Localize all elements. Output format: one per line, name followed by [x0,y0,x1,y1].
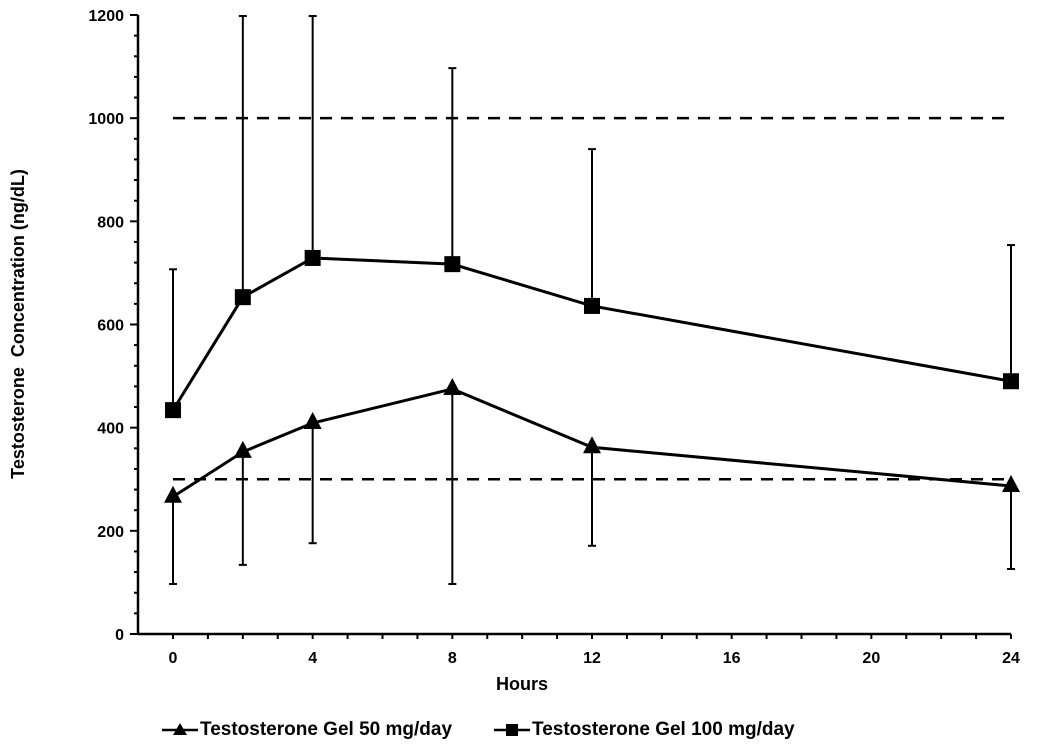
legend: Testosterone Gel 50 mg/day Testosterone … [162,716,837,744]
y-axis-title: Testosterone Concentration (ng/dL) [8,169,28,479]
y-tick-label: 600 [97,318,124,335]
square-marker [444,256,461,273]
triangle-marker [303,412,322,430]
series-lines [171,256,1012,499]
y-tick-label: 0 [115,627,124,644]
error-bars [169,15,1015,585]
y-tick-label: 1000 [88,111,124,128]
square-marker [584,297,600,314]
series-line-1 [172,387,1012,499]
x-tick-label: 12 [583,650,601,667]
legend-item-100mg[interactable]: Testosterone Gel 100 mg/day [494,719,795,741]
axes [130,14,1012,639]
y-tick-label: 400 [97,421,124,438]
triangle-marker [583,436,601,454]
x-tick-label: 4 [308,650,317,667]
chart: 0 200 400 600 800 1000 1200 0 4 8 12 16 20 24 Hours T… [8,8,1020,694]
triangle-marker [1002,474,1020,492]
square-marker-icon [494,724,531,736]
tick-labels: 0 200 400 600 800 1000 1200 0 4 8 12 16 20 24 [88,8,1020,667]
square-marker [304,249,321,266]
legend-label: Testosterone Gel 50 mg/day [200,719,453,740]
markers [164,249,1020,503]
y-tick-label: 200 [97,524,124,541]
legend-label: Testosterone Gel 100 mg/day [532,719,795,740]
x-axis-title: Hours [496,674,548,694]
triangle-marker [233,440,252,458]
y-tick-label: 1200 [88,8,124,25]
reference-lines [173,116,1011,481]
x-tick-label: 24 [1002,650,1020,667]
triangle-marker [164,485,182,503]
x-tick-label: 8 [448,650,457,667]
legend-item-50mg[interactable]: Testosterone Gel 50 mg/day [162,719,452,741]
x-tick-label: 20 [862,650,880,667]
square-marker [1003,373,1019,390]
series-line-2 [171,256,1012,411]
triangle-marker [443,377,462,395]
triangle-marker-icon [162,723,198,735]
square-marker [234,289,251,306]
square-marker [165,402,181,419]
x-tick-label: 16 [723,650,741,667]
x-tick-label: 0 [169,650,178,667]
y-tick-label: 800 [97,214,124,231]
